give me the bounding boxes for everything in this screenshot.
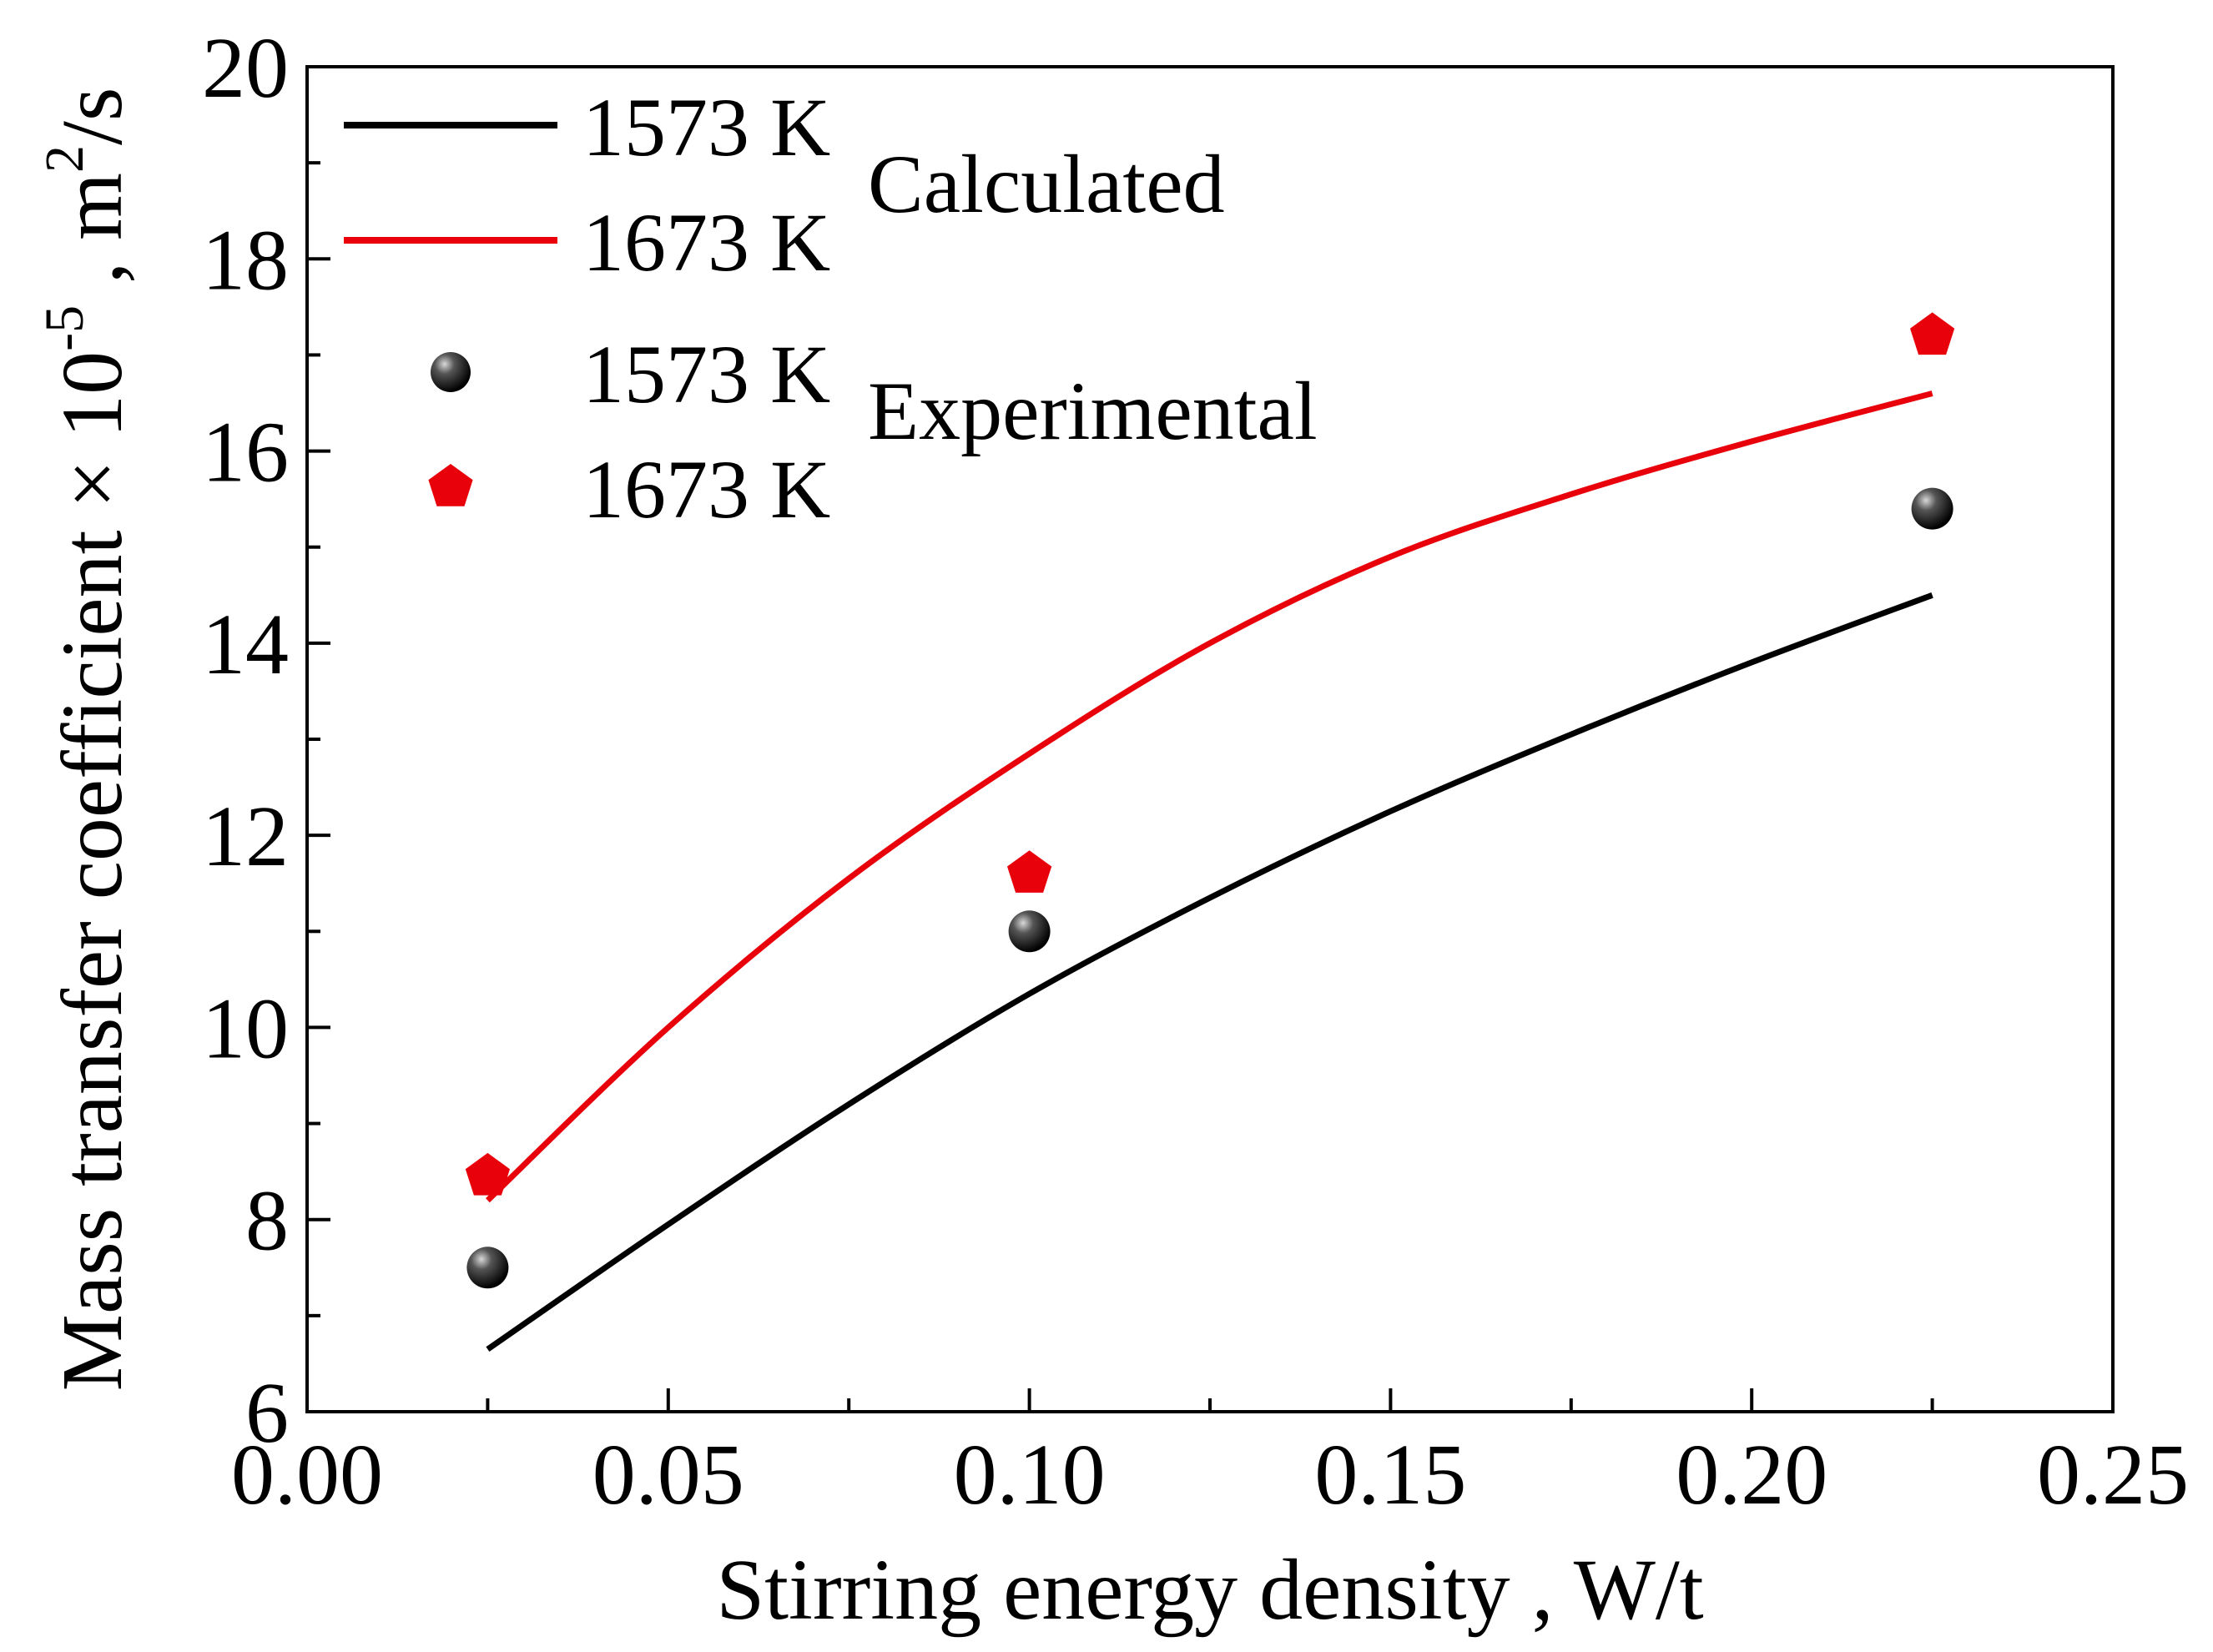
data-point-exp-1673 [1007, 850, 1052, 893]
series-layer [465, 312, 1955, 1352]
series-line-calculated-1673k [485, 390, 1933, 1203]
y-axis-ticks: 6 8 10 12 14 16 18 20 [202, 20, 330, 1461]
legend-label-exp-1573: 1573 K [582, 328, 830, 421]
y-tick-label: 20 [202, 20, 289, 116]
data-point-exp-1673 [1910, 312, 1955, 355]
y-tick-label: 8 [245, 1173, 289, 1269]
y-axis-label-unit-suffix: /s [44, 88, 140, 145]
y-axis-label-main: Mass transfer coefficient × 10 [44, 351, 140, 1392]
legend-group-experimental: Experimental [868, 365, 1318, 457]
y-axis-label: Mass transfer coefficient × 10-5 , m2/s [34, 88, 140, 1392]
legend: 1573 K 1673 K Calculated 1573 K 1673 K E… [344, 81, 1318, 536]
x-axis-ticks: 0.00 0.05 0.10 0.15 0.20 0.25 [231, 1388, 2189, 1523]
y-tick-label: 14 [202, 597, 289, 693]
y-axis-label-unit-prefix: , m [44, 173, 140, 305]
plot-area [305, 65, 2115, 1413]
legend-marker-exp-1573 [431, 352, 471, 392]
x-tick-label: 0.00 [231, 1427, 383, 1523]
series-line-calculated-1573k [486, 592, 1933, 1352]
y-tick-label: 10 [202, 980, 289, 1076]
data-point-exp-1673 [465, 1152, 510, 1196]
x-tick-label: 0.20 [1676, 1427, 1827, 1523]
x-tick-label: 0.25 [2037, 1427, 2189, 1523]
data-point-exp-1573 [1008, 910, 1051, 953]
legend-marker-exp-1673 [428, 464, 473, 506]
data-point-exp-1573 [466, 1247, 509, 1289]
x-axis-label: Stirring energy density , W/t [716, 1542, 1703, 1638]
legend-label-calc-1573: 1573 K [582, 81, 830, 174]
y-axis-label-unit-exp: 2 [34, 145, 95, 173]
x-tick-label: 0.15 [1314, 1427, 1466, 1523]
legend-group-calculated: Calculated [868, 138, 1225, 230]
x-tick-label: 0.05 [592, 1427, 744, 1523]
data-point-exp-1573 [1911, 487, 1953, 530]
y-tick-label: 12 [202, 788, 289, 884]
legend-label-exp-1673: 1673 K [582, 443, 830, 536]
x-tick-label: 0.10 [954, 1427, 1106, 1523]
y-tick-label: 6 [245, 1365, 289, 1461]
y-tick-label: 16 [202, 405, 289, 501]
y-axis-label-exp: -5 [34, 305, 95, 351]
y-tick-label: 18 [202, 212, 289, 308]
legend-label-calc-1673: 1673 K [582, 196, 830, 289]
